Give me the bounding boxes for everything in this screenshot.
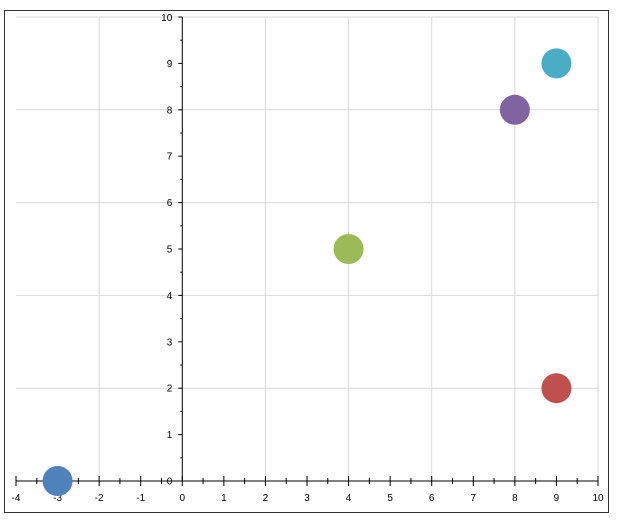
data-point	[499, 94, 530, 125]
x-tick-label: -2	[95, 493, 104, 504]
y-tick-label: 1	[167, 430, 173, 441]
data-point	[333, 234, 364, 264]
x-tick-label: 7	[471, 493, 477, 504]
data-points	[42, 48, 572, 496]
data-point	[541, 48, 572, 79]
y-tick-label: 9	[167, 59, 173, 70]
y-tick-label: 7	[167, 152, 173, 163]
x-tick-label: 1	[221, 493, 227, 504]
x-tick-label: -4	[12, 493, 21, 504]
axes	[15, 16, 599, 486]
y-tick-label: 0	[167, 477, 173, 488]
grid-lines	[16, 16, 599, 481]
data-point	[541, 373, 572, 404]
y-tick-label: 3	[167, 337, 173, 348]
x-tick-label: 3	[304, 493, 310, 504]
x-tick-label: 0	[180, 493, 186, 504]
x-tick-label: -3	[53, 493, 62, 504]
y-tick-label: 6	[167, 198, 173, 209]
y-tick-label: 10	[161, 13, 173, 24]
x-tick-label: 10	[592, 493, 604, 504]
y-tick-label: 2	[167, 384, 173, 395]
x-tick-label: 8	[512, 493, 518, 504]
y-tick-label: 5	[167, 245, 173, 256]
x-tick-label: 5	[387, 493, 393, 504]
x-tick-label: 2	[263, 493, 269, 504]
x-tick-label: -1	[136, 493, 145, 504]
y-tick-label: 4	[167, 291, 173, 302]
x-tick-label: 9	[554, 493, 560, 504]
y-tick-label: 8	[167, 105, 173, 116]
chart-frame	[4, 10, 609, 513]
x-tick-label: 4	[346, 493, 352, 504]
x-tick-label: 6	[429, 493, 435, 504]
tick-labels: -4 -3 -2 -1 0 1 2 3 4 5 6 7 8 9 10 0 1 2 3 4 5 6 7 8 9 10	[12, 13, 604, 504]
data-point	[42, 466, 73, 496]
